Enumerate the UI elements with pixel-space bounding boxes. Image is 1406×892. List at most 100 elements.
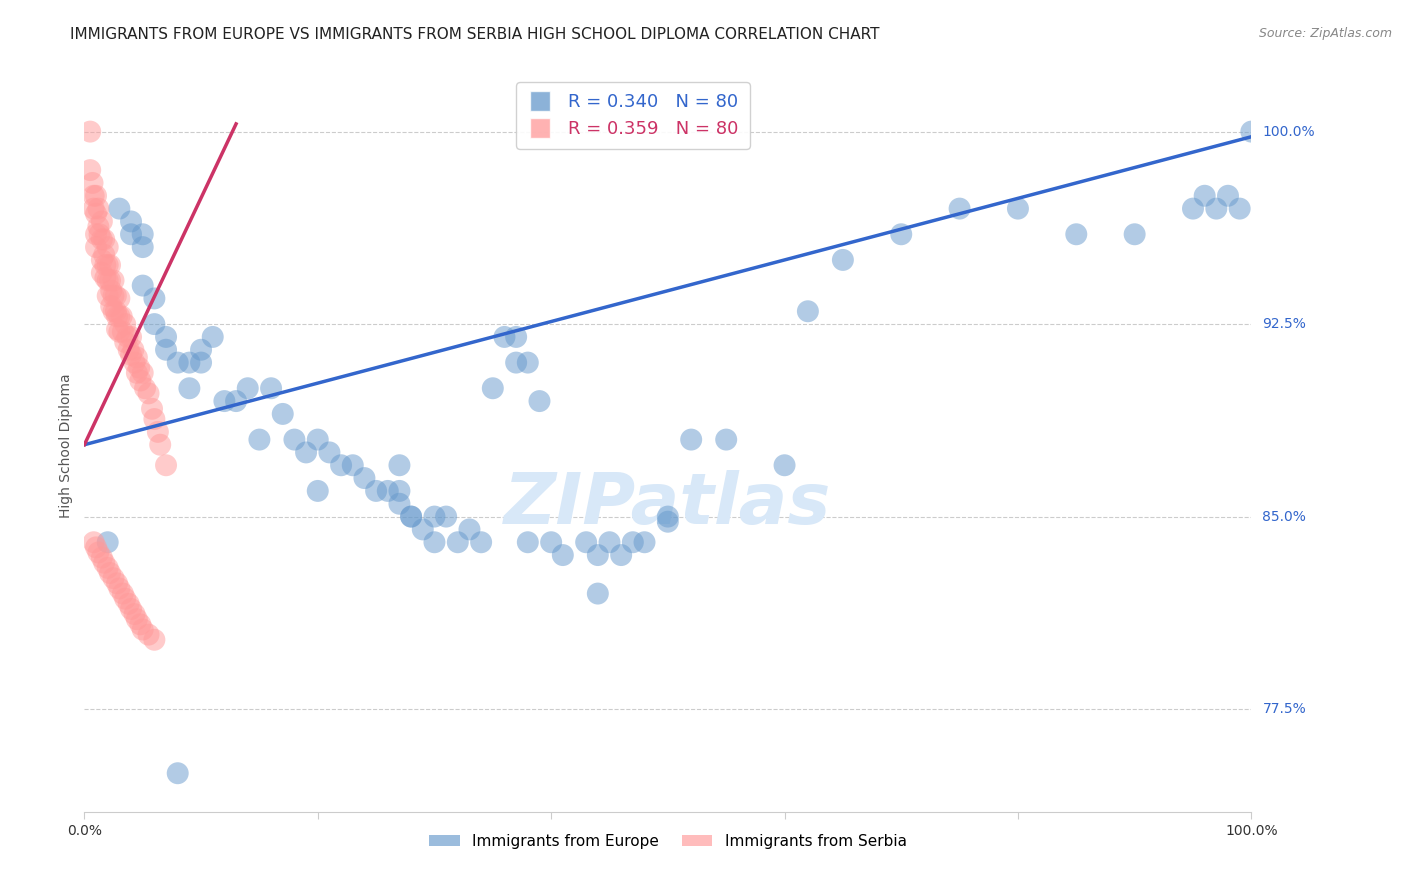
Point bbox=[657, 515, 679, 529]
Point bbox=[90, 252, 112, 267]
Point bbox=[114, 317, 136, 331]
Point bbox=[307, 483, 329, 498]
Point bbox=[249, 433, 271, 447]
Point bbox=[97, 273, 120, 287]
Point bbox=[111, 586, 134, 600]
Point bbox=[132, 278, 155, 293]
Text: 100.0%: 100.0% bbox=[1263, 125, 1315, 138]
Point bbox=[129, 617, 152, 632]
Point bbox=[599, 535, 621, 549]
Point bbox=[125, 612, 148, 626]
Point bbox=[90, 214, 112, 228]
Point bbox=[132, 366, 155, 380]
Point bbox=[529, 394, 551, 409]
Text: Source: ZipAtlas.com: Source: ZipAtlas.com bbox=[1258, 27, 1392, 40]
Text: 92.5%: 92.5% bbox=[1263, 317, 1306, 331]
Point bbox=[201, 330, 224, 344]
Point bbox=[90, 550, 112, 565]
Point bbox=[399, 509, 422, 524]
Point bbox=[93, 248, 115, 262]
Point bbox=[540, 535, 562, 549]
Point bbox=[120, 227, 142, 242]
Point bbox=[716, 433, 738, 447]
Point bbox=[103, 304, 125, 318]
Point bbox=[132, 623, 155, 637]
Point bbox=[470, 535, 492, 549]
Text: 77.5%: 77.5% bbox=[1263, 702, 1306, 716]
Point bbox=[633, 535, 655, 549]
Point bbox=[120, 602, 142, 616]
Point bbox=[505, 330, 527, 344]
Point bbox=[1181, 202, 1204, 216]
Point bbox=[141, 401, 163, 416]
Point bbox=[120, 348, 142, 362]
Point bbox=[79, 163, 101, 178]
Point bbox=[97, 535, 120, 549]
Point bbox=[138, 386, 160, 401]
Point bbox=[84, 227, 107, 242]
Point bbox=[681, 433, 703, 447]
Point bbox=[388, 458, 411, 473]
Point bbox=[83, 202, 105, 216]
Point bbox=[97, 561, 120, 575]
Point bbox=[260, 381, 283, 395]
Point bbox=[366, 483, 388, 498]
Point bbox=[399, 509, 422, 524]
Point bbox=[83, 535, 105, 549]
Point bbox=[129, 374, 152, 388]
Point bbox=[610, 548, 633, 562]
Point bbox=[155, 458, 177, 473]
Point bbox=[447, 535, 470, 549]
Point bbox=[166, 355, 188, 369]
Point bbox=[94, 271, 117, 285]
Point bbox=[125, 351, 148, 365]
Point bbox=[108, 582, 131, 596]
Point bbox=[412, 523, 434, 537]
Point bbox=[190, 343, 212, 357]
Point bbox=[143, 412, 166, 426]
Point bbox=[98, 258, 121, 272]
Point bbox=[586, 548, 609, 562]
Point bbox=[108, 310, 131, 324]
Point bbox=[832, 252, 855, 267]
Text: 85.0%: 85.0% bbox=[1263, 509, 1306, 524]
Point bbox=[295, 445, 318, 459]
Point bbox=[97, 258, 120, 272]
Point bbox=[103, 289, 125, 303]
Point bbox=[103, 571, 125, 585]
Point bbox=[621, 535, 644, 549]
Point bbox=[97, 240, 120, 254]
Point bbox=[83, 188, 105, 202]
Point bbox=[494, 330, 516, 344]
Point bbox=[111, 325, 134, 339]
Point bbox=[120, 214, 142, 228]
Point bbox=[505, 355, 527, 369]
Point bbox=[84, 541, 107, 555]
Point bbox=[134, 381, 156, 395]
Point bbox=[890, 227, 912, 242]
Point bbox=[586, 586, 609, 600]
Point bbox=[97, 289, 120, 303]
Point bbox=[434, 509, 457, 524]
Point bbox=[1216, 188, 1239, 202]
Point bbox=[236, 381, 259, 395]
Point bbox=[124, 607, 146, 621]
Point bbox=[458, 523, 481, 537]
Point bbox=[166, 766, 188, 780]
Point bbox=[105, 576, 128, 591]
Point bbox=[108, 202, 131, 216]
Point bbox=[330, 458, 353, 473]
Point bbox=[100, 299, 122, 313]
Legend: Immigrants from Europe, Immigrants from Serbia: Immigrants from Europe, Immigrants from … bbox=[423, 828, 912, 855]
Point bbox=[90, 232, 112, 246]
Point bbox=[132, 240, 155, 254]
Point bbox=[114, 591, 136, 606]
Point bbox=[1205, 202, 1227, 216]
Point bbox=[108, 325, 131, 339]
Point bbox=[149, 438, 172, 452]
Point bbox=[138, 627, 160, 641]
Point bbox=[551, 548, 574, 562]
Point bbox=[98, 566, 121, 580]
Point bbox=[179, 381, 201, 395]
Point bbox=[105, 322, 128, 336]
